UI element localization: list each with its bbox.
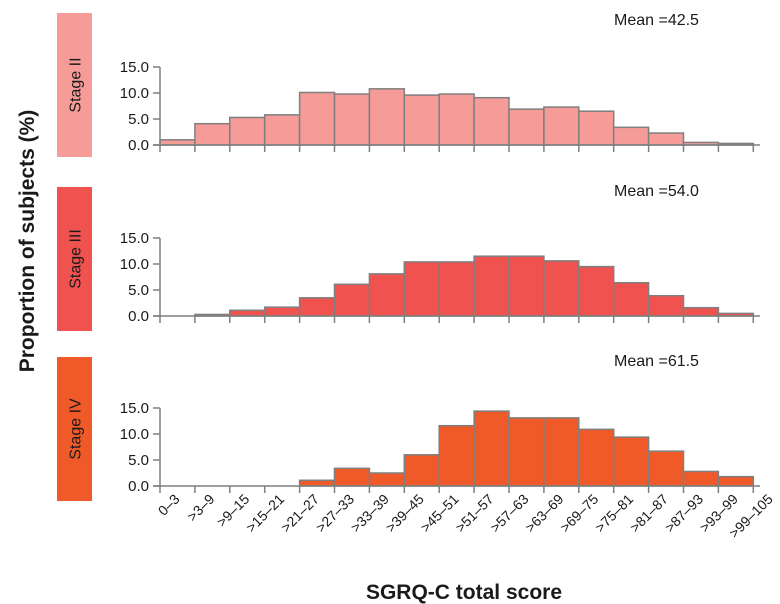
bar [647, 294, 685, 317]
bar [438, 93, 475, 146]
bar [263, 306, 301, 317]
bar [717, 475, 755, 487]
bar [298, 297, 336, 317]
y-tick-label: 5.0 [128, 282, 149, 299]
bar [647, 132, 685, 146]
bar [612, 436, 650, 487]
bar [333, 467, 371, 487]
x-axis-title: SGRQ-C total score [366, 581, 562, 604]
x-category-labels: 0–3 >3–9>9–15>15–21>21–27>27–33>33–39>39–… [155, 491, 776, 541]
bar [543, 260, 580, 317]
bar [508, 417, 545, 487]
bar [647, 450, 685, 487]
mean-label: Mean =54.0 [614, 183, 699, 200]
bar [229, 116, 266, 146]
bar [473, 96, 510, 146]
bar [368, 273, 406, 317]
bar [543, 106, 580, 146]
y-tick-label: 0.0 [128, 137, 149, 154]
x-tick-label: >15–21 [243, 491, 288, 536]
stage-label: Stage IV [68, 398, 85, 460]
bar [159, 139, 196, 146]
bar [682, 306, 720, 317]
x-tick-label: >63–69 [522, 491, 567, 536]
x-tick-label: >33–39 [347, 491, 392, 536]
y-tick-label: 5.0 [128, 111, 149, 128]
x-tick-label: >81–87 [627, 491, 672, 536]
x-tick-label: 0–3 [155, 491, 183, 519]
x-tick-label: >75–81 [592, 491, 637, 536]
bar [508, 108, 545, 146]
x-tick-label: >45–51 [417, 491, 462, 536]
y-tick-label: 10.0 [120, 256, 149, 273]
x-tick-label: >69–75 [557, 491, 602, 536]
stage-label-box [57, 187, 92, 331]
panel-1: Stage II 0.0 5.0 10.0 15.0 Mean =42.5 [57, 12, 760, 157]
y-tick-label: 0.0 [128, 478, 149, 495]
y-tick-label: 15.0 [120, 400, 149, 417]
y-axis-title: Proportion of subjects (%) [16, 110, 39, 373]
x-tick-label: >39–45 [382, 491, 427, 536]
bar [333, 283, 371, 317]
x-tick-label: >51–57 [452, 491, 497, 536]
y-tick-label: 0.0 [128, 308, 149, 325]
x-tick-label: >87–93 [661, 491, 706, 536]
bar [578, 110, 615, 146]
bar [682, 470, 720, 487]
stage-label: Stage II [68, 57, 85, 112]
y-tick-label: 5.0 [128, 452, 149, 469]
panel-2: Stage III 0.0 5.0 10.0 15.0 Mean =54.0 [57, 183, 760, 331]
x-tick-label: >27–33 [312, 491, 357, 536]
y-tick-label: 15.0 [120, 230, 149, 247]
bar [298, 479, 336, 487]
x-tick-label: >3–9 [184, 491, 218, 525]
bar [263, 114, 301, 146]
bar [403, 94, 440, 146]
bar [194, 122, 231, 146]
bar [368, 472, 406, 487]
stage-label: Stage III [68, 229, 85, 289]
stage-label-box [57, 357, 92, 501]
bar [403, 261, 440, 317]
panel-3: Stage IV 0.0 5.0 10.0 15.0 Mean =61.5 [57, 353, 760, 501]
bar [229, 309, 266, 317]
stage-label-box [57, 13, 92, 157]
bar [473, 410, 510, 487]
y-tick-label: 10.0 [120, 85, 149, 102]
bar [438, 424, 475, 487]
bar [543, 417, 580, 487]
x-tick-label: >57–63 [487, 491, 532, 536]
bar [578, 265, 615, 317]
bar [403, 454, 440, 487]
mean-label: Mean =42.5 [614, 12, 699, 29]
bar [333, 93, 371, 146]
y-tick-label: 15.0 [120, 59, 149, 76]
bar [473, 255, 510, 317]
bar [298, 91, 336, 146]
x-tick-label: >21–27 [278, 491, 323, 536]
bar [438, 261, 475, 317]
y-tick-label: 10.0 [120, 426, 149, 443]
mean-label: Mean =61.5 [614, 353, 699, 370]
bar [612, 281, 650, 317]
bar [612, 126, 650, 146]
bar [368, 88, 406, 146]
bar [508, 255, 545, 317]
bar [578, 428, 615, 487]
